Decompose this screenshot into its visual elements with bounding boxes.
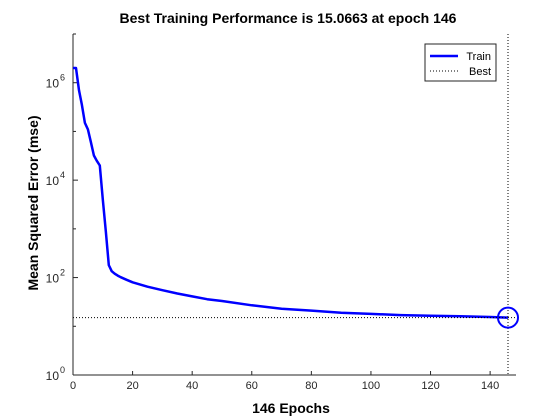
legend-label: Train [466,51,491,63]
x-tick-label: 20 [126,380,138,392]
train-line [73,66,509,319]
legend-label: Best [469,66,491,78]
y-axis-label: Mean Squared Error (mse) [25,115,41,290]
chart-title: Best Training Performance is 15.0663 at … [120,10,457,26]
y-tick-exponent: 6 [60,73,65,83]
x-tick-label: 60 [246,380,258,392]
y-tick-exponent: 2 [60,268,65,278]
y-tick-label: 10 [46,174,60,188]
y-tick-label: 10 [46,369,60,383]
x-tick-label: 80 [305,380,317,392]
y-tick-exponent: 0 [60,365,65,375]
y-tick-label: 10 [46,272,60,286]
x-tick-label: 40 [186,380,198,392]
x-tick-label: 0 [70,380,76,392]
x-axis-label: 146 Epochs [252,400,330,416]
x-tick-label: 100 [362,380,380,392]
legend: Train Best [424,43,497,82]
x-tick-label: 120 [421,380,439,392]
legend-box [424,43,497,82]
y-tick-label: 10 [46,77,60,91]
x-tick-label: 140 [481,380,499,392]
y-tick-exponent: 4 [60,170,65,180]
best-point-marker [497,306,519,329]
